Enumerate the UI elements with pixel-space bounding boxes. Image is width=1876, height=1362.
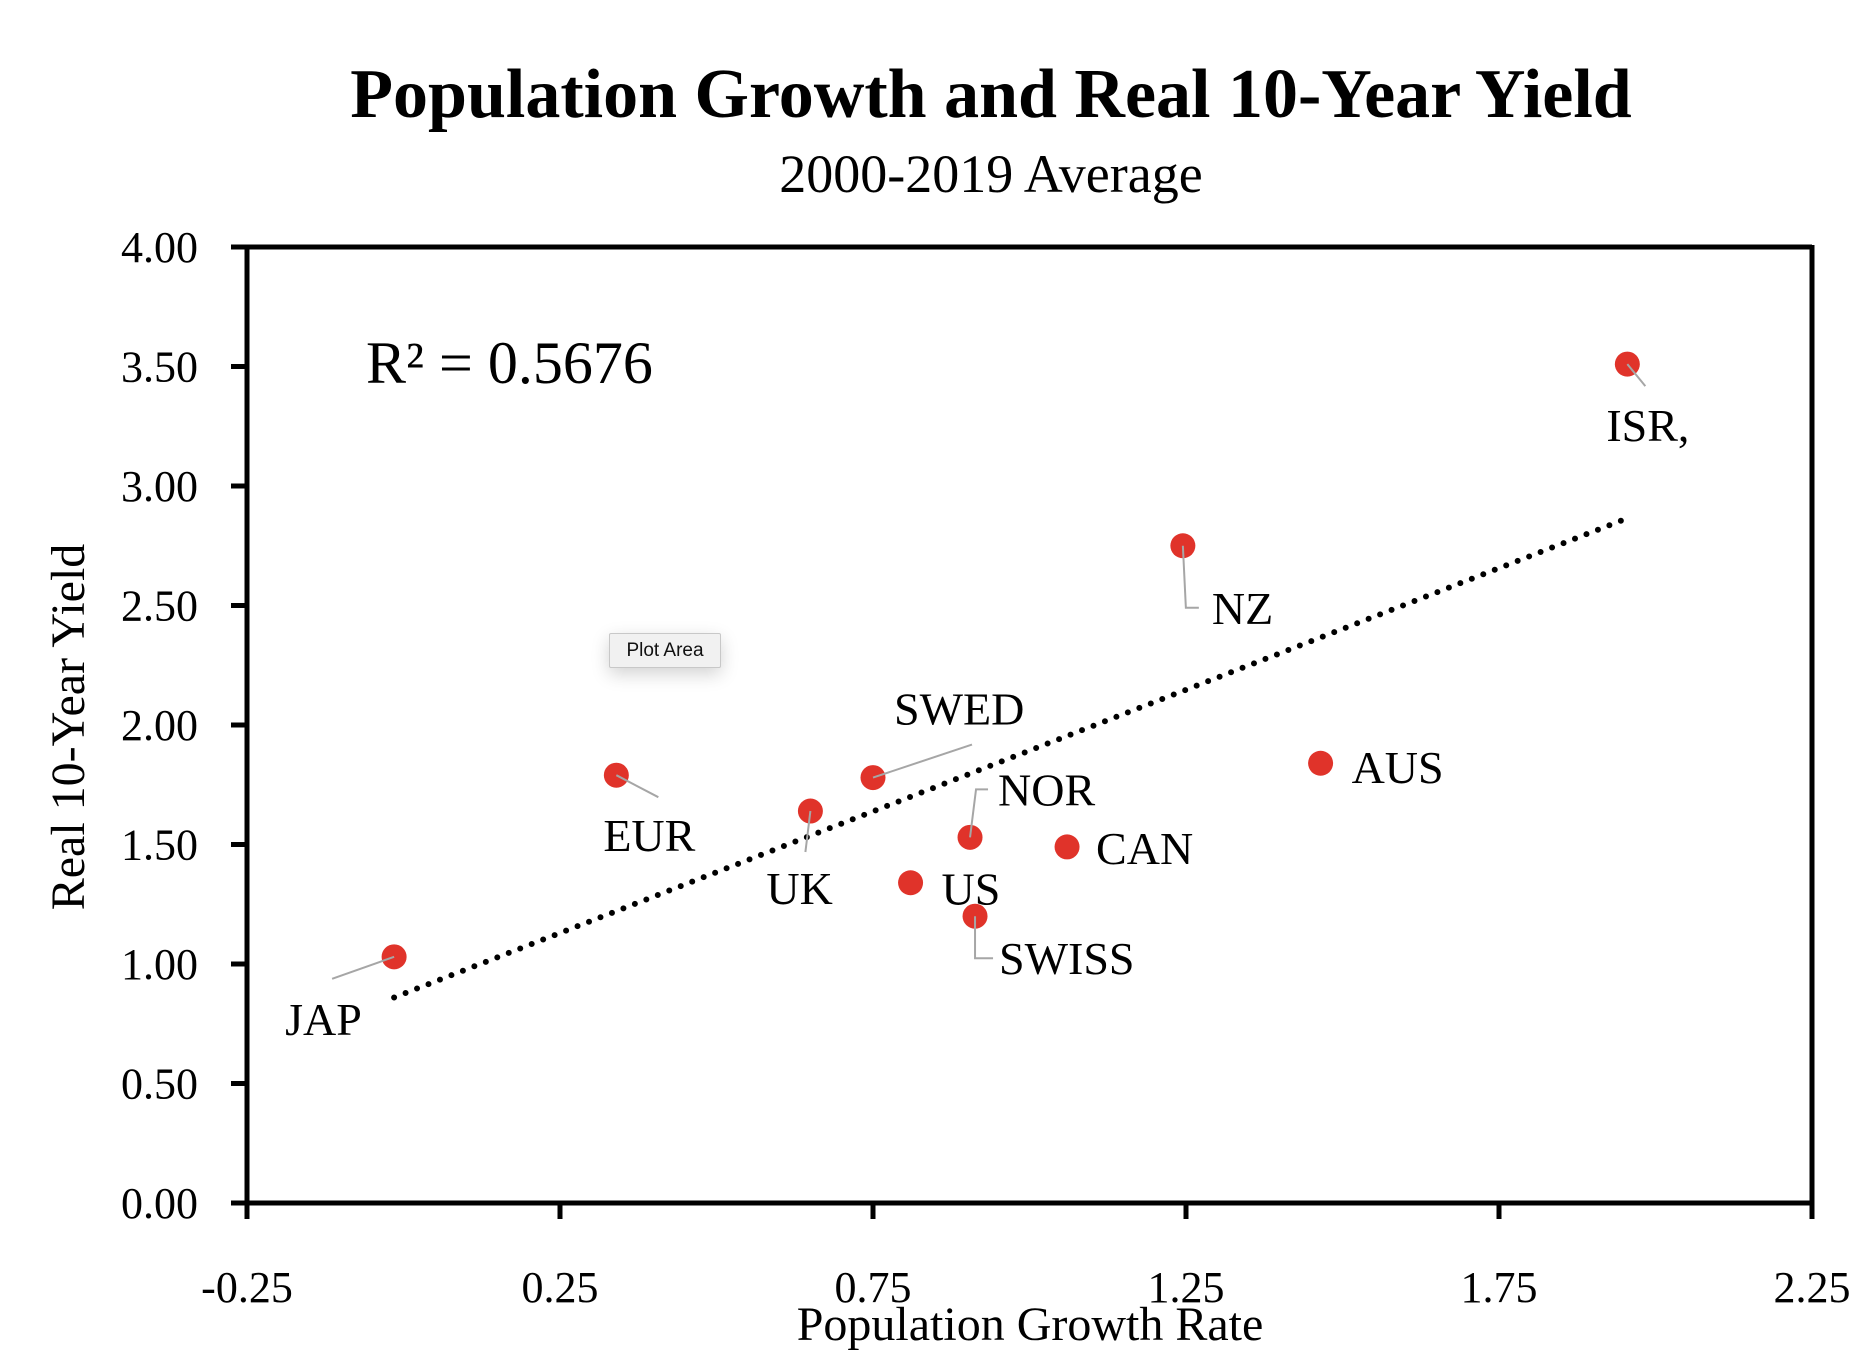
data-label: ISR, (1606, 400, 1689, 451)
y-tick-label: 4.00 (121, 223, 198, 272)
leader-line (331, 955, 395, 980)
x-tick-label: 0.25 (522, 1263, 599, 1312)
y-axis-ticks: 0.00 0.50 1.00 1.50 2.00 2.50 3.00 3.50 4.00 (121, 223, 247, 1228)
x-tick-label: 1.75 (1461, 1263, 1538, 1312)
y-tick-label: 1.50 (121, 821, 198, 870)
data-labels: JAP EUR UK SWED US NOR SWISS CAN NZ AUS ISR, (285, 400, 1689, 1045)
y-tick-label: 0.00 (121, 1179, 198, 1228)
y-tick-label: 2.00 (121, 701, 198, 750)
leader-line (1181, 545, 1199, 609)
y-tick-label: 2.50 (121, 582, 198, 631)
x-tick-label: 2.25 (1774, 1263, 1851, 1312)
leader-line (615, 774, 659, 799)
plot-area[interactable] (247, 247, 1812, 1203)
chart-subtitle: 2000-2019 Average (779, 144, 1202, 204)
plot-area-tooltip: Plot Area (609, 633, 721, 668)
data-label: US (942, 864, 1001, 915)
data-label: UK (766, 863, 832, 914)
data-label: EUR (603, 810, 695, 861)
trendline-dotted (391, 514, 1634, 1001)
x-tick-label: -0.25 (201, 1263, 293, 1312)
y-tick-label: 0.50 (121, 1060, 198, 1109)
leader-line (804, 810, 812, 853)
data-label: SWED (894, 684, 1024, 735)
data-label: CAN (1096, 823, 1193, 874)
data-point (1308, 750, 1334, 776)
plot-area-background[interactable] (247, 247, 1812, 1203)
y-tick-label: 1.00 (121, 940, 198, 989)
x-axis-title: Population Growth Rate (797, 1298, 1264, 1351)
y-tick-label: 3.50 (121, 343, 198, 392)
leader-line (969, 788, 989, 838)
data-label: JAP (285, 994, 362, 1045)
data-label: AUS (1352, 742, 1444, 793)
data-label: SWISS (999, 933, 1134, 984)
y-axis-title: Real 10-Year Yield (42, 544, 95, 911)
data-label: NZ (1212, 583, 1273, 634)
chart-title: Population Growth and Real 10-Year Yield (350, 56, 1632, 133)
x-tick-label: 1.25 (1148, 1263, 1225, 1312)
x-tick-label: 0.75 (835, 1263, 912, 1312)
leader-line (872, 743, 973, 779)
leader-line (974, 916, 994, 960)
data-point (1054, 834, 1080, 860)
trendline (391, 514, 1634, 1001)
leader-line (1626, 363, 1647, 387)
data-points (381, 351, 1640, 970)
r-squared-label: R² = 0.5676 (366, 330, 653, 396)
label-leader-lines (331, 363, 1647, 980)
y-tick-label: 3.00 (121, 462, 198, 511)
data-label: NOR (998, 764, 1095, 815)
data-point (898, 870, 924, 896)
x-axis-ticks: -0.25 0.25 0.75 1.25 1.75 2.25 (201, 1203, 1851, 1312)
